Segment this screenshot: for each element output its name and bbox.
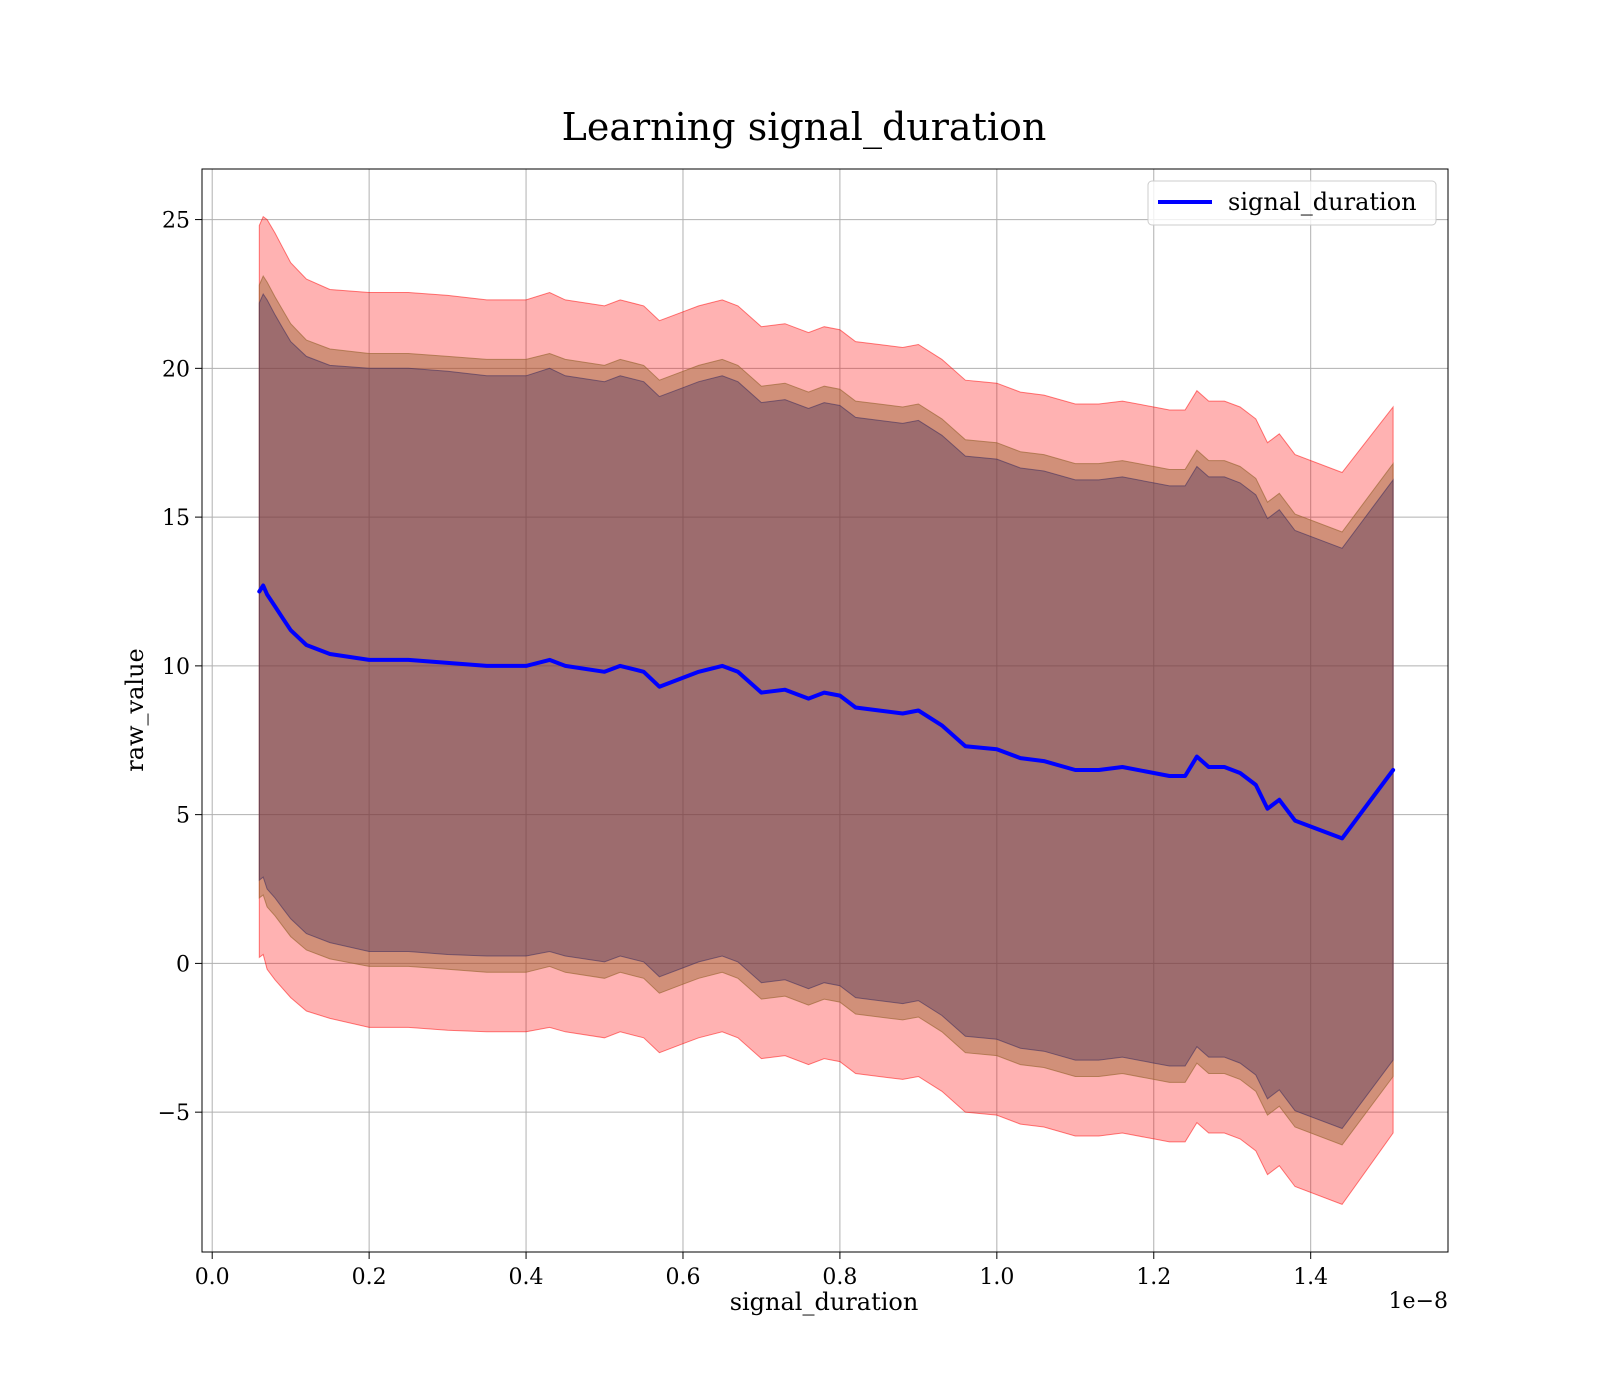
x-axis-label: signal_duration	[730, 1288, 919, 1316]
y-tick-label: 5	[176, 804, 190, 829]
y-tick-label: 10	[162, 655, 190, 680]
x-tick-label: 1.0	[979, 1265, 1014, 1290]
x-axis-ticks: 0.0 0.2 0.4 0.6 0.8 1.0 1.2 1.4	[195, 1252, 1328, 1290]
x-tick-label: 1.2	[1136, 1265, 1171, 1290]
series-lines	[257, 583, 1396, 841]
y-tick-label: 25	[162, 209, 190, 234]
legend: signal_duration	[1147, 180, 1437, 226]
band-middle	[258, 275, 1394, 1146]
x-tick-label: 1.4	[1293, 1265, 1328, 1290]
y-axis-ticks: −5 0 5 10 15 20 25	[158, 209, 202, 1126]
plot-area-frame	[201, 168, 1449, 1253]
confidence-bands	[258, 215, 1394, 1206]
x-tick-label: 0.0	[195, 1265, 230, 1290]
band-outer	[258, 215, 1394, 1206]
y-axis-label: raw_value	[121, 648, 149, 772]
legend-label: signal_duration	[1228, 188, 1417, 216]
series-line-signal_duration	[257, 583, 1396, 841]
x-tick-label: 0.6	[665, 1265, 700, 1290]
x-tick-label: 0.2	[352, 1265, 387, 1290]
chart-title: Learning signal_duration	[562, 105, 1047, 150]
x-tick-label: 0.4	[509, 1265, 544, 1290]
y-tick-label: 20	[162, 357, 190, 382]
y-tick-label: 0	[176, 952, 190, 977]
y-tick-label: 15	[162, 506, 190, 531]
x-tick-label: 0.8	[822, 1265, 857, 1290]
x-axis-offset-label: 1e−8	[1389, 1289, 1448, 1314]
legend-box	[1147, 180, 1437, 226]
band-inner	[258, 292, 1394, 1130]
grid-lines	[202, 169, 1448, 1252]
y-tick-label: −5	[158, 1101, 190, 1126]
